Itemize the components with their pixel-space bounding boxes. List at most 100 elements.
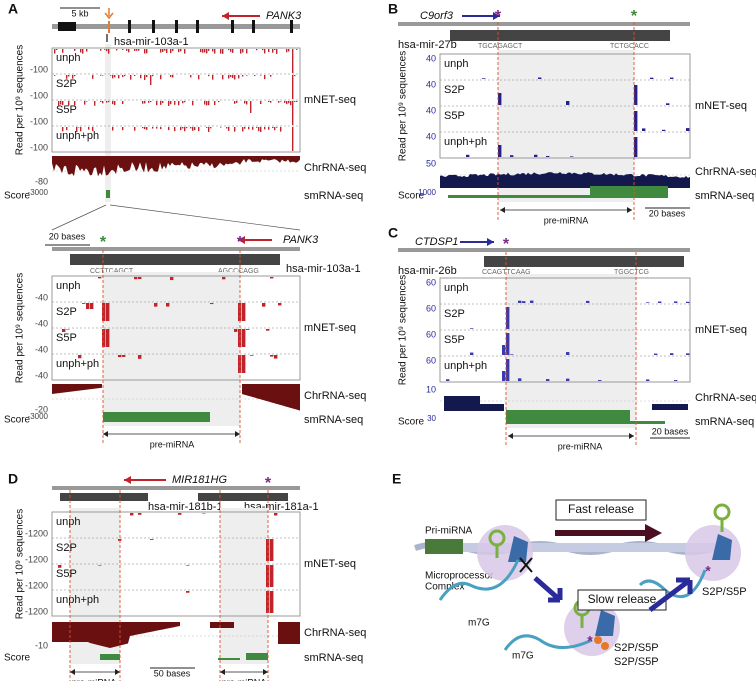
signal-bar	[186, 591, 190, 593]
signal-bar	[186, 565, 190, 566]
tick-label: -1200	[25, 606, 48, 616]
signal-bar	[248, 127, 250, 130]
signal-bar	[66, 127, 68, 131]
signal-bar	[204, 101, 206, 105]
signal-bar	[122, 101, 124, 105]
label: S2P/S5P	[614, 642, 659, 654]
tick-label: 60	[426, 355, 436, 365]
track-label: unph+ph	[444, 136, 487, 148]
signal-bar	[214, 49, 216, 54]
exon	[175, 20, 178, 33]
signal-bar	[234, 101, 236, 104]
tick-label: 40	[426, 131, 436, 141]
signal-bar	[222, 277, 226, 280]
signal-bar	[530, 300, 534, 303]
axis-title: Score	[4, 653, 31, 664]
signal-bar	[260, 75, 262, 76]
axis-title: Score	[4, 191, 31, 202]
signal-bar	[250, 101, 252, 113]
tick-label: -40	[35, 370, 48, 380]
phospho	[594, 636, 602, 644]
signal-bar	[134, 49, 136, 52]
signal-bar	[674, 301, 678, 303]
phospho	[601, 642, 609, 650]
signal-bar	[122, 355, 126, 357]
signal-bar	[106, 49, 108, 52]
track-name: mNET-seq	[304, 558, 356, 570]
track-label: unph	[444, 58, 468, 70]
signal-bar	[470, 328, 474, 329]
signal-bar	[292, 49, 294, 73]
signal-bar	[220, 127, 222, 128]
chr-signal	[652, 404, 688, 410]
signal-bar	[180, 127, 182, 131]
tick-label: -1200	[25, 554, 48, 564]
signal-bar	[674, 380, 678, 381]
signal-bar	[174, 101, 176, 105]
pre-mirna-label: pre-miRNA	[150, 439, 195, 449]
label: S2P/S5P	[702, 586, 747, 598]
signal-bar	[288, 49, 290, 52]
signal-bar	[170, 101, 172, 105]
arrow-head	[238, 236, 245, 244]
signal-bar	[570, 156, 574, 157]
signal-bar	[184, 127, 186, 132]
track-label: unph	[56, 516, 80, 528]
track-name: ChrRNA-seq	[695, 392, 756, 404]
signal-bar	[118, 355, 122, 358]
signal-bar	[108, 49, 110, 54]
signal-bar	[94, 101, 96, 106]
chr-signal	[52, 384, 102, 394]
signal-bar	[246, 75, 248, 76]
track-label: S5P	[444, 110, 465, 122]
signal-bar	[80, 127, 82, 132]
signal-bar	[122, 75, 124, 78]
signal-bar	[262, 49, 264, 51]
label: CTDSP1	[415, 236, 458, 248]
tick-label: 60	[426, 329, 436, 339]
signal-bar	[284, 101, 286, 103]
chr-signal	[278, 622, 300, 644]
signal-bar	[192, 127, 194, 131]
sequence: AGCCCAGG	[218, 268, 259, 275]
chr-signal	[440, 172, 690, 188]
signal-bar	[686, 301, 690, 303]
signal-bar	[82, 303, 86, 304]
signal-bar	[498, 93, 502, 105]
signal-bar	[208, 49, 210, 51]
track-label: unph	[56, 52, 80, 64]
signal-bar	[74, 75, 76, 77]
axis-title: Read per 10⁹ sequences	[398, 51, 409, 161]
signal-bar	[86, 49, 88, 52]
signal-bar	[202, 513, 206, 514]
marker: *	[587, 633, 593, 649]
signal-bar	[272, 49, 274, 53]
zoom-line	[51, 204, 107, 231]
signal-bar	[220, 49, 222, 54]
track-label: unph+ph	[444, 360, 487, 372]
signal-bar	[242, 329, 246, 347]
signal-bar	[242, 303, 246, 321]
signal-bar	[234, 75, 236, 80]
signal-bar	[222, 49, 224, 54]
tick-label: 60	[426, 277, 436, 287]
signal-bar	[246, 329, 250, 330]
signal-bar	[566, 101, 570, 105]
signal-bar	[160, 127, 162, 130]
signal-bar	[92, 75, 94, 79]
signal-bar	[268, 49, 270, 53]
signal-bar	[160, 49, 162, 53]
signal-bar	[162, 49, 164, 52]
signal-bar	[206, 127, 208, 128]
signal-bar	[146, 75, 148, 78]
signal-bar	[106, 329, 110, 347]
signal-bar	[686, 128, 690, 131]
signal-bar	[146, 49, 148, 54]
label: Pri-miRNA	[425, 526, 473, 537]
signal-bar	[230, 75, 232, 77]
signal-bar	[166, 303, 170, 307]
signal-bar	[62, 49, 64, 53]
track-name: ChrRNA-seq	[695, 166, 756, 178]
tick-label: 40	[426, 105, 436, 115]
smrna-bar	[246, 653, 268, 660]
